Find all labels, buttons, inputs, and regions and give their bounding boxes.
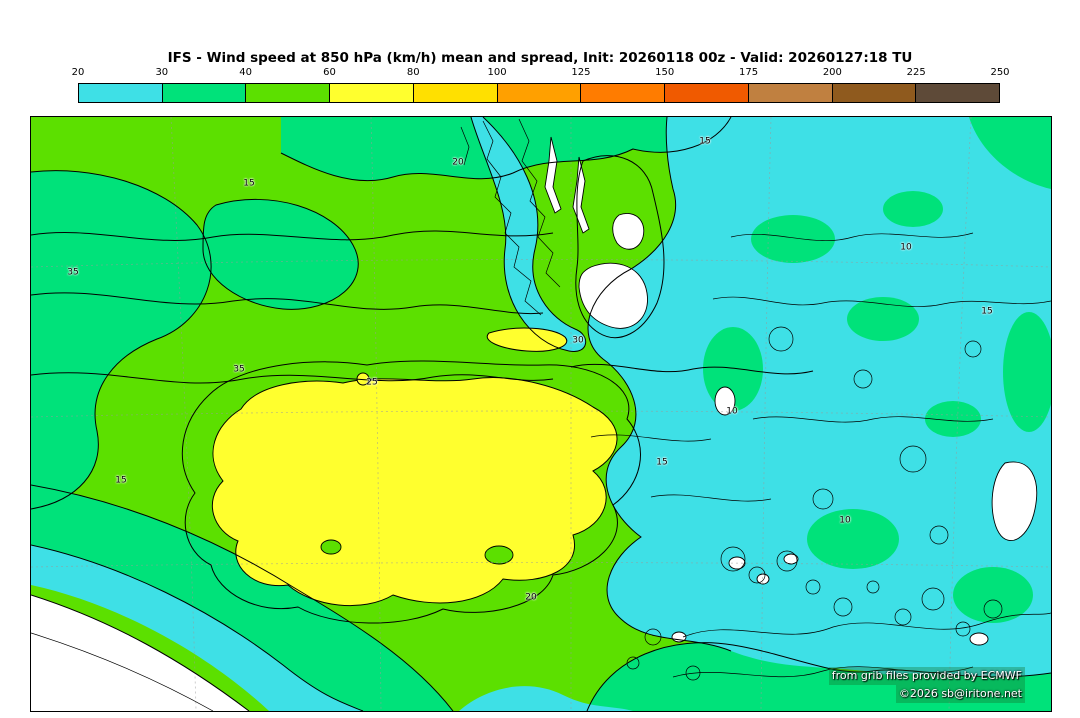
contour-label: 30 [572, 335, 584, 346]
contour-label: 15 [699, 136, 711, 147]
contour-label: 35 [67, 267, 79, 278]
region-green-island [484, 545, 514, 565]
colorbar-tick: 40 [239, 67, 252, 78]
contour-label: 10 [900, 242, 912, 253]
contour-label: 15 [243, 178, 255, 189]
colorbar-tick: 175 [738, 67, 759, 78]
colorbar-tick: 80 [406, 67, 420, 78]
region-spring-patch [953, 567, 1033, 623]
colorbar-segment [915, 84, 1000, 102]
colorbar: 20 30 40 60 80 100 125 150 175 200 225 250 [72, 66, 1010, 103]
colorbar-ticks: 20 30 40 60 80 100 125 150 175 200 225 250 [72, 66, 1010, 83]
region-spring-patch [1003, 312, 1051, 432]
attribution-line2: ©2026 sb@iritone.net [895, 684, 1025, 703]
colorbar-tick: 125 [571, 67, 591, 78]
colorbar-segment [664, 84, 748, 102]
contour-label: 35 [233, 364, 245, 375]
contour-label: 25 [366, 377, 378, 388]
colorbar-tick: 150 [655, 67, 675, 78]
contour-label: 20 [452, 157, 464, 168]
colorbar-tick: 60 [323, 67, 336, 78]
region-spring-sw-band [31, 485, 453, 711]
colorbar-tick: 30 [155, 67, 169, 78]
colorbar-tick: 200 [822, 67, 842, 78]
map-area: 15 20 15 35 10 15 30 35 25 10 15 15 10 20 from grib f… [30, 116, 1052, 712]
contour-label: 10 [839, 515, 851, 526]
contour-label: 15 [656, 457, 668, 468]
colorbar-bar [78, 83, 1000, 103]
attribution: from grib files provided by ECMWF ©2026 … [828, 666, 1025, 703]
colorbar-tick: 20 [71, 67, 85, 78]
colorbar-segment [747, 84, 832, 102]
colorbar-segment [329, 84, 413, 102]
region-white-mountain [756, 573, 770, 585]
page-title: IFS - Wind speed at 850 hPa (km/h) mean … [167, 50, 913, 66]
wind-map-svg [31, 117, 1051, 711]
region-spring-patch [883, 191, 943, 227]
colorbar-tick: 250 [990, 67, 1010, 78]
region-white-sw-corner [31, 595, 249, 711]
region-spring-bottom-right [587, 642, 1051, 711]
colorbar-segment [412, 84, 497, 102]
region-spring-ne-corner [969, 117, 1051, 189]
contour-lines [31, 117, 1051, 711]
region-yellow-core [211, 377, 618, 607]
region-spring-left [31, 170, 212, 510]
region-white-mountain [969, 632, 989, 646]
contour-label: 20 [525, 592, 537, 603]
colorbar-segment [245, 84, 330, 102]
region-cyan-east [588, 117, 1051, 677]
colorbar-tick: 100 [487, 67, 507, 78]
colorbar-segment [496, 84, 581, 102]
colorbar-segment [161, 84, 246, 102]
region-spring-patch [925, 401, 981, 437]
graticule-lines [31, 117, 1051, 711]
region-white-mountain [612, 213, 645, 250]
colorbar-segment [79, 84, 162, 102]
region-spring-patch [751, 215, 835, 263]
colorbar-segment [580, 84, 665, 102]
region-white-mountain [714, 386, 736, 416]
contour-label: 15 [981, 306, 993, 317]
region-green-island [320, 539, 342, 555]
contour-label: 10 [726, 406, 738, 417]
region-white-mountain [991, 461, 1038, 542]
region-white-fjord [544, 136, 562, 214]
colorbar-tick: 225 [906, 67, 926, 78]
region-spring-patch [847, 297, 919, 341]
region-spring-patch [203, 199, 359, 310]
region-cyan-sw-band [31, 545, 363, 711]
region-white-mountain [578, 262, 648, 329]
region-spring-patch [703, 327, 763, 411]
fill-regions [31, 117, 1051, 711]
colorbar-segment [831, 84, 916, 102]
contour-label: 15 [115, 475, 127, 486]
attribution-line1: from grib files provided by ECMWF [828, 666, 1025, 685]
region-spring-patch [807, 509, 899, 569]
region-white-mountain [783, 553, 799, 565]
